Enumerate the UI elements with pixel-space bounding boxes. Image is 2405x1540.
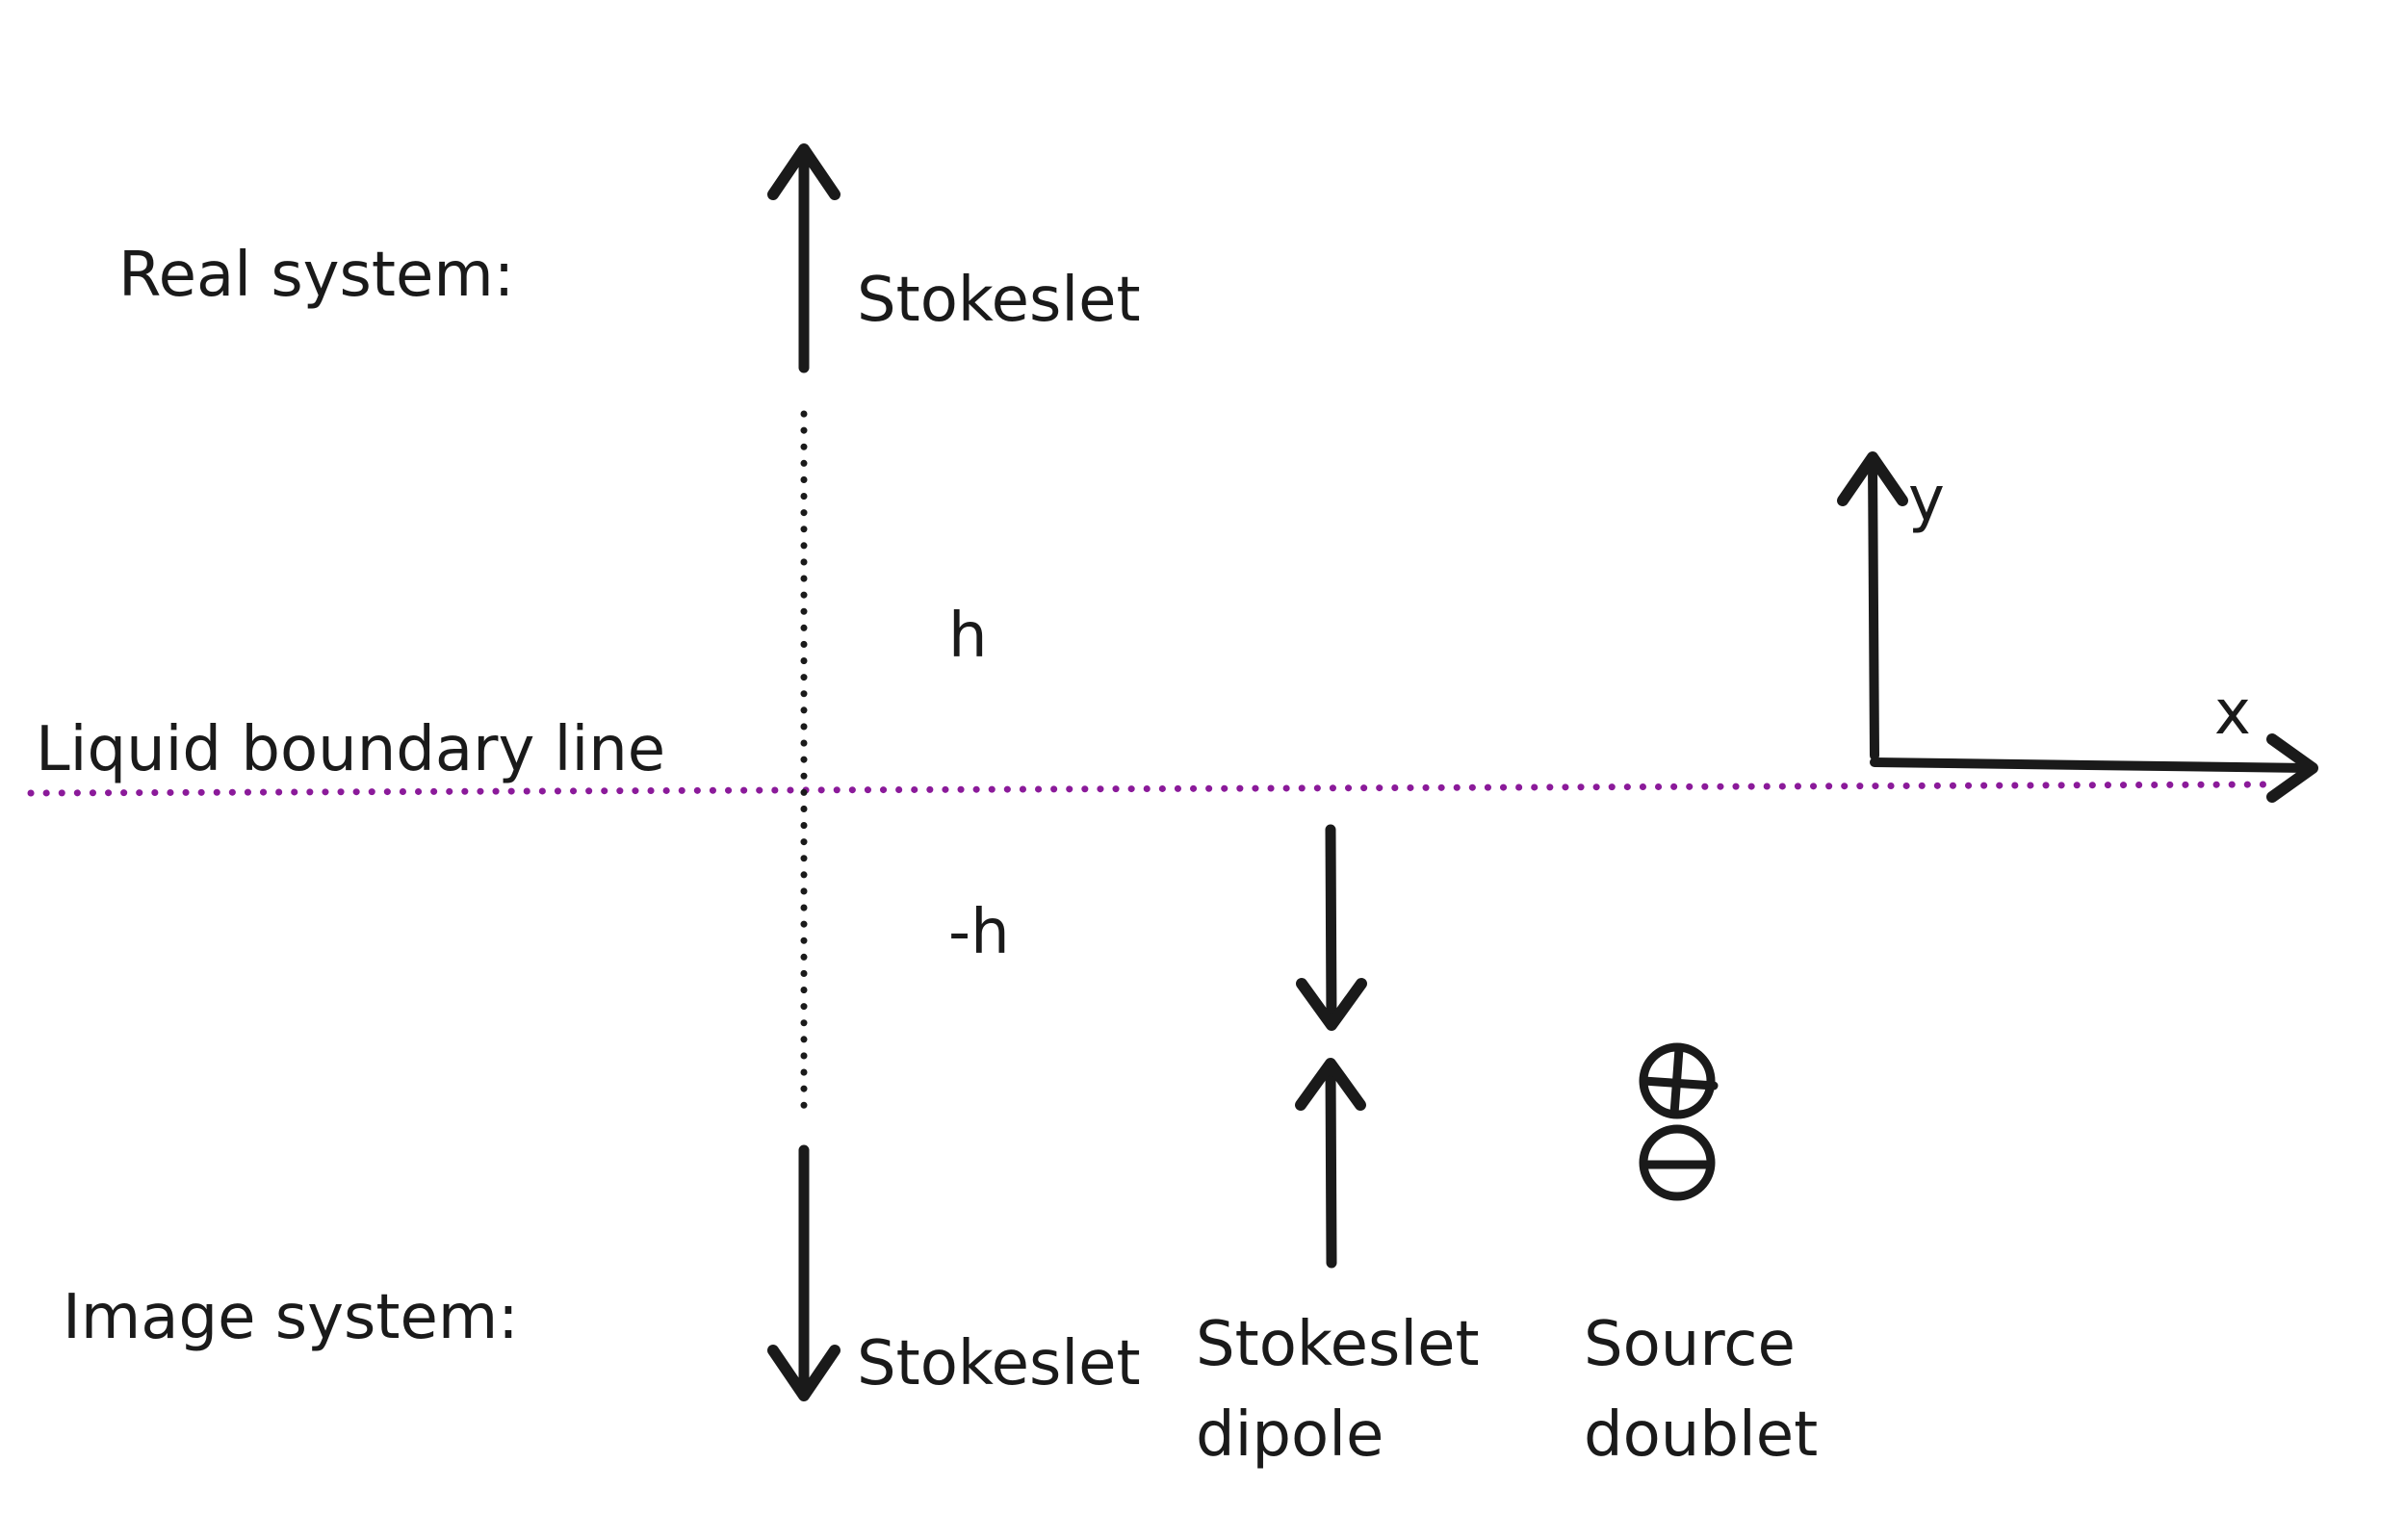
minus-h-label: -h [948,897,1010,968]
stokeslet-dipole-label-line2: dipole [1196,1399,1384,1471]
y-axis-arrow-icon [1837,451,1908,760]
boundary-label: Liquid boundary line [36,714,665,785]
minus-circle-icon [1639,1124,1716,1201]
x-axis-arrow-icon [1870,733,2318,803]
stokeslet-image-label: Stokeslet [857,1328,1141,1399]
source-doublet-label-line2: doublet [1584,1399,1818,1471]
dipole-down-arrow-icon [1296,824,1367,1031]
x-axis-label: x [2214,678,2251,749]
image-stokeslet-arrow-icon [767,1144,840,1401]
h-label: h [948,601,988,672]
plus-circle-icon [1639,1042,1719,1119]
liquid-boundary-line [27,781,2271,797]
dipole-up-arrow-icon [1295,1058,1366,1269]
stokeslet-dipole-label-line1: Stokeslet [1196,1309,1480,1380]
stokeslet-real-label: Stokeslet [857,265,1141,336]
real-stokeslet-arrow-icon [767,143,840,373]
image-system-label: Image system: [63,1282,519,1353]
y-axis-label: y [1908,464,1945,535]
real-system-label: Real system: [118,240,514,311]
source-doublet-label-line1: Source [1584,1309,1796,1380]
